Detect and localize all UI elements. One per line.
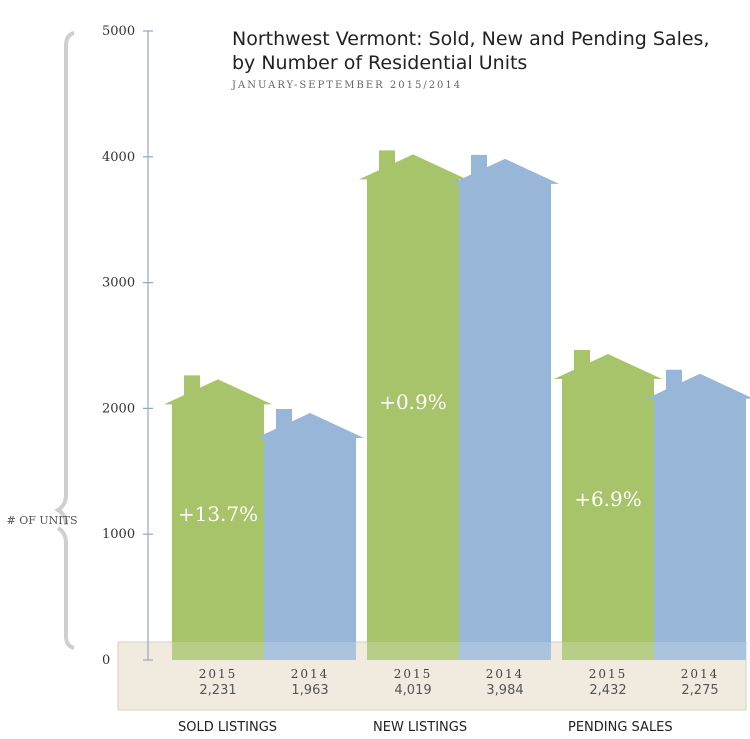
- bar-base-shade: [562, 642, 654, 660]
- y-ticks: 0 1000 2000 3000 4000 5000: [102, 24, 153, 668]
- bar-2015-3: [554, 350, 662, 660]
- bar-year-label: 2015: [199, 667, 238, 681]
- bar-2014-1: [256, 409, 364, 660]
- chart-title: Northwest Vermont: Sold, New and Pending…: [232, 28, 710, 50]
- bars: [164, 150, 750, 661]
- bar-base-shade: [654, 642, 746, 660]
- bar-value-label: 1,963: [291, 683, 328, 698]
- bar-base-shade: [459, 642, 551, 660]
- bar-2015-2: [359, 150, 467, 661]
- bar-value-label: 4,019: [394, 683, 431, 698]
- bar-base-shade: [367, 642, 459, 660]
- y-tick-label: 0: [102, 653, 110, 668]
- bar-year-label: 2014: [681, 667, 720, 681]
- y-axis-bracket: [54, 31, 75, 526]
- y-tick-label: 5000: [102, 24, 135, 39]
- y-axis-bracket-lower: [56, 526, 75, 650]
- y-axis-label: # OF UNITS: [7, 514, 78, 527]
- change-annotation: +0.9%: [379, 390, 447, 414]
- bar-2014-2: [451, 154, 559, 660]
- y-tick-label: 1000: [102, 527, 135, 542]
- bar-value-label: 3,984: [486, 683, 523, 698]
- y-tick-label: 4000: [102, 150, 135, 165]
- y-tick-label: 2000: [102, 401, 135, 416]
- y-tick-label: 3000: [102, 276, 135, 291]
- bar-year-label: 2014: [486, 667, 525, 681]
- chart-subtitle: JANUARY-SEPTEMBER 2015/2014: [231, 80, 462, 91]
- change-annotation: +13.7%: [178, 502, 258, 526]
- bar-year-label: 2015: [589, 667, 628, 681]
- category-label: NEW LISTINGS: [373, 720, 467, 735]
- bar-2015-1: [164, 375, 272, 660]
- chart-title-line2: by Number of Residential Units: [232, 52, 527, 74]
- bar-base-shade: [172, 642, 264, 660]
- bar-year-label: 2015: [394, 667, 433, 681]
- category-label: SOLD LISTINGS: [178, 720, 277, 735]
- value-labels: 2015 2,231 2014 1,963 SOLD LISTINGS +13.7% 201…: [178, 390, 719, 735]
- bar-base-shade: [264, 642, 356, 660]
- bar-value-label: 2,231: [199, 683, 236, 698]
- bar-2014-3: [646, 369, 750, 660]
- bar-year-label: 2014: [291, 667, 330, 681]
- bar-value-label: 2,432: [589, 683, 626, 698]
- category-label: PENDING SALES: [568, 720, 673, 735]
- change-annotation: +6.9%: [574, 487, 642, 511]
- bar-value-label: 2,275: [681, 683, 718, 698]
